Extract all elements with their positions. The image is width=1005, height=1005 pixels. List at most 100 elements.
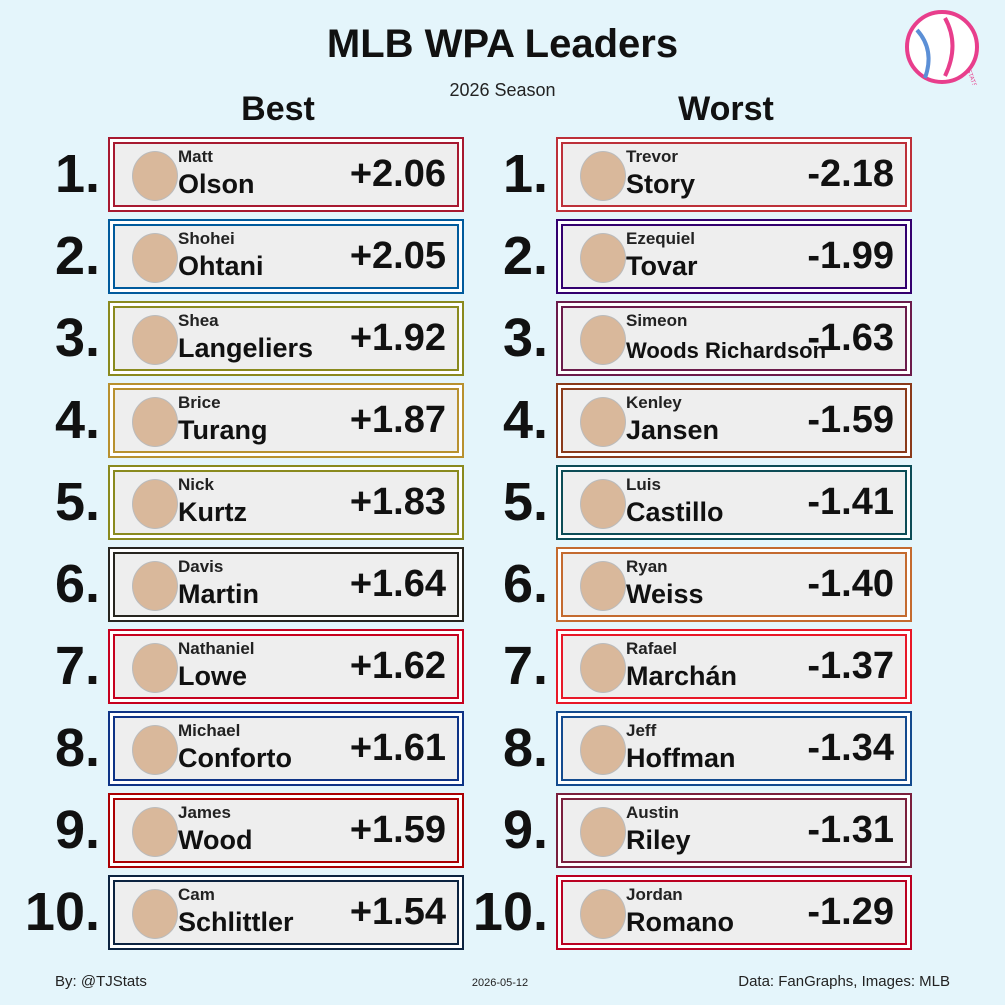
headshot — [132, 151, 178, 201]
rank: 4. — [502, 390, 548, 450]
rank: 2. — [54, 226, 100, 286]
wpa-value: -1.40 — [807, 563, 894, 605]
wpa-value: -1.29 — [807, 891, 894, 933]
last-name: Turang — [178, 415, 268, 445]
last-name: Lowe — [178, 661, 248, 691]
last-name: Wood — [178, 825, 253, 855]
headshot — [132, 315, 178, 365]
first-name: Simeon — [626, 311, 688, 330]
rank: 8. — [54, 718, 100, 778]
player-card: Cam Schlittler +1.54 — [108, 875, 464, 950]
player-card: Kenley Jansen -1.59 — [556, 383, 912, 458]
last-name: Hoffman — [626, 743, 736, 773]
headshot — [580, 725, 626, 775]
headshot — [580, 397, 626, 447]
wpa-value: +2.06 — [349, 153, 446, 195]
wpa-value: -1.31 — [807, 809, 894, 851]
headshot — [580, 561, 626, 611]
first-name: Jordan — [626, 885, 683, 904]
player-card: Luis Castillo -1.41 — [556, 465, 912, 540]
rank: 10. — [472, 882, 548, 942]
last-name: Conforto — [178, 743, 292, 773]
logo-stitch — [943, 17, 955, 77]
rank: 9. — [502, 800, 548, 860]
wpa-value: -1.99 — [807, 235, 894, 277]
player-card: Brice Turang +1.87 — [108, 383, 464, 458]
rank: 2. — [502, 226, 548, 286]
headshot — [132, 643, 178, 693]
first-name: Shea — [178, 311, 219, 330]
wpa-value: +1.62 — [349, 645, 446, 687]
first-name: Matt — [178, 147, 213, 166]
first-name: James — [178, 803, 231, 822]
rank: 9. — [54, 800, 100, 860]
player-card: Nick Kurtz +1.83 — [108, 465, 464, 540]
last-name: Castillo — [626, 497, 724, 527]
last-name: Langeliers — [178, 333, 314, 363]
subtitle: 2026 Season — [449, 80, 556, 100]
headshot — [580, 233, 626, 283]
headshot — [580, 479, 626, 529]
headshot — [132, 561, 178, 611]
headshot — [580, 151, 626, 201]
column-heading: Best — [241, 90, 315, 128]
rank: 7. — [502, 636, 548, 696]
player-card: Shea Langeliers +1.92 — [108, 301, 464, 376]
first-name: Nathaniel — [178, 639, 255, 658]
rank: 3. — [502, 308, 548, 368]
player-card: Matt Olson +2.06 — [108, 137, 464, 212]
first-name: Jeff — [626, 721, 657, 740]
first-name: Cam — [178, 885, 215, 904]
last-name: Story — [626, 169, 696, 199]
headshot — [132, 807, 178, 857]
wpa-value: +1.61 — [349, 727, 446, 769]
last-name: Woods Richardson — [626, 338, 827, 363]
player-card: Rafael Marchán -1.37 — [556, 629, 912, 704]
wpa-value: +1.59 — [349, 809, 446, 851]
first-name: Kenley — [626, 393, 682, 412]
last-name: Marchán — [626, 661, 738, 691]
player-card: Nathaniel Lowe +1.62 — [108, 629, 464, 704]
headshot — [580, 889, 626, 939]
rank: 8. — [502, 718, 548, 778]
player-card: Michael Conforto +1.61 — [108, 711, 464, 786]
logo-text: STATS — [965, 69, 977, 85]
player-card: Jeff Hoffman -1.34 — [556, 711, 912, 786]
headshot — [132, 479, 178, 529]
last-name: Romano — [626, 907, 734, 937]
wpa-value: +2.05 — [349, 235, 446, 277]
wpa-value: +1.92 — [349, 317, 446, 359]
column-heading: Worst — [678, 90, 774, 128]
last-name: Kurtz — [178, 497, 247, 527]
first-name: Michael — [178, 721, 241, 740]
headshot — [580, 807, 626, 857]
wpa-value: +1.87 — [349, 399, 446, 441]
rank: 1. — [502, 144, 548, 204]
rank: 1. — [54, 144, 100, 204]
wpa-value: +1.83 — [349, 481, 446, 523]
rank: 6. — [54, 554, 100, 614]
headshot — [132, 725, 178, 775]
first-name: Davis — [178, 557, 224, 576]
wpa-value: +1.54 — [349, 891, 446, 933]
player-card: Trevor Story -2.18 — [556, 137, 912, 212]
wpa-value: -1.59 — [807, 399, 894, 441]
player-card: Davis Martin +1.64 — [108, 547, 464, 622]
rank: 10. — [24, 882, 100, 942]
wpa-value: +1.64 — [349, 563, 446, 605]
rank: 3. — [54, 308, 100, 368]
wpa-value: -1.37 — [807, 645, 894, 687]
logo: STATS — [905, 10, 979, 85]
rank: 6. — [502, 554, 548, 614]
last-name: Martin — [178, 579, 259, 609]
first-name: Brice — [178, 393, 221, 412]
first-name: Nick — [178, 475, 214, 494]
first-name: Ryan — [626, 557, 668, 576]
first-name: Shohei — [178, 229, 235, 248]
player-card: Simeon Woods Richardson -1.63 — [556, 301, 912, 376]
wpa-value: -1.41 — [807, 481, 894, 523]
last-name: Schlittler — [178, 907, 294, 937]
first-name: Austin — [626, 803, 679, 822]
player-card: Ezequiel Tovar -1.99 — [556, 219, 912, 294]
